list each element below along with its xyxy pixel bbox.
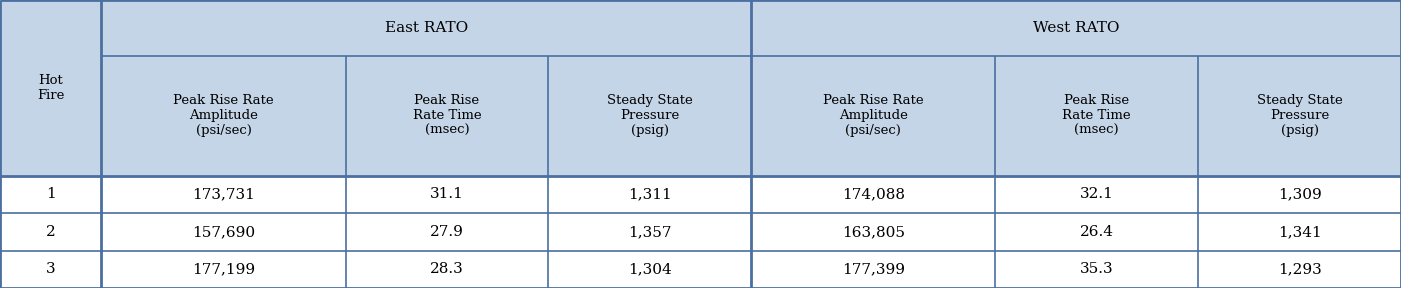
Bar (0, 213, 1401, 251)
Text: 1: 1 (46, 187, 56, 201)
Text: 157,690: 157,690 (192, 225, 255, 239)
Text: 2: 2 (46, 225, 56, 239)
Text: 28.3: 28.3 (430, 262, 464, 276)
Text: Peak Rise Rate
Amplitude
(psi/sec): Peak Rise Rate Amplitude (psi/sec) (822, 94, 923, 137)
Text: East RATO: East RATO (385, 21, 468, 35)
Text: Steady State
Pressure
(psig): Steady State Pressure (psig) (607, 94, 692, 137)
Text: 35.3: 35.3 (1080, 262, 1114, 276)
Text: 1,309: 1,309 (1278, 187, 1321, 201)
Text: 1,341: 1,341 (1278, 225, 1321, 239)
Text: 27.9: 27.9 (430, 225, 464, 239)
Text: 1,293: 1,293 (1278, 262, 1321, 276)
Text: 177,399: 177,399 (842, 262, 905, 276)
Text: 163,805: 163,805 (842, 225, 905, 239)
Text: 177,199: 177,199 (192, 262, 255, 276)
Text: Steady State
Pressure
(psig): Steady State Pressure (psig) (1257, 94, 1342, 137)
Text: Hot
Fire: Hot Fire (36, 74, 64, 102)
Text: Peak Rise
Rate Time
(msec): Peak Rise Rate Time (msec) (1062, 94, 1131, 137)
Text: West RATO: West RATO (1033, 21, 1119, 35)
Bar (0, 0, 1401, 176)
Text: Peak Rise Rate
Amplitude
(psi/sec): Peak Rise Rate Amplitude (psi/sec) (174, 94, 273, 137)
Text: 1,311: 1,311 (628, 187, 671, 201)
Text: 1,304: 1,304 (628, 262, 671, 276)
Text: 1,357: 1,357 (628, 225, 671, 239)
Text: 3: 3 (46, 262, 56, 276)
Text: 26.4: 26.4 (1080, 225, 1114, 239)
Bar (0, 176, 1401, 213)
Text: 32.1: 32.1 (1080, 187, 1114, 201)
Bar (0, 251, 1401, 288)
Text: 174,088: 174,088 (842, 187, 905, 201)
Text: 31.1: 31.1 (430, 187, 464, 201)
Text: Peak Rise
Rate Time
(msec): Peak Rise Rate Time (msec) (413, 94, 482, 137)
Text: 173,731: 173,731 (192, 187, 255, 201)
